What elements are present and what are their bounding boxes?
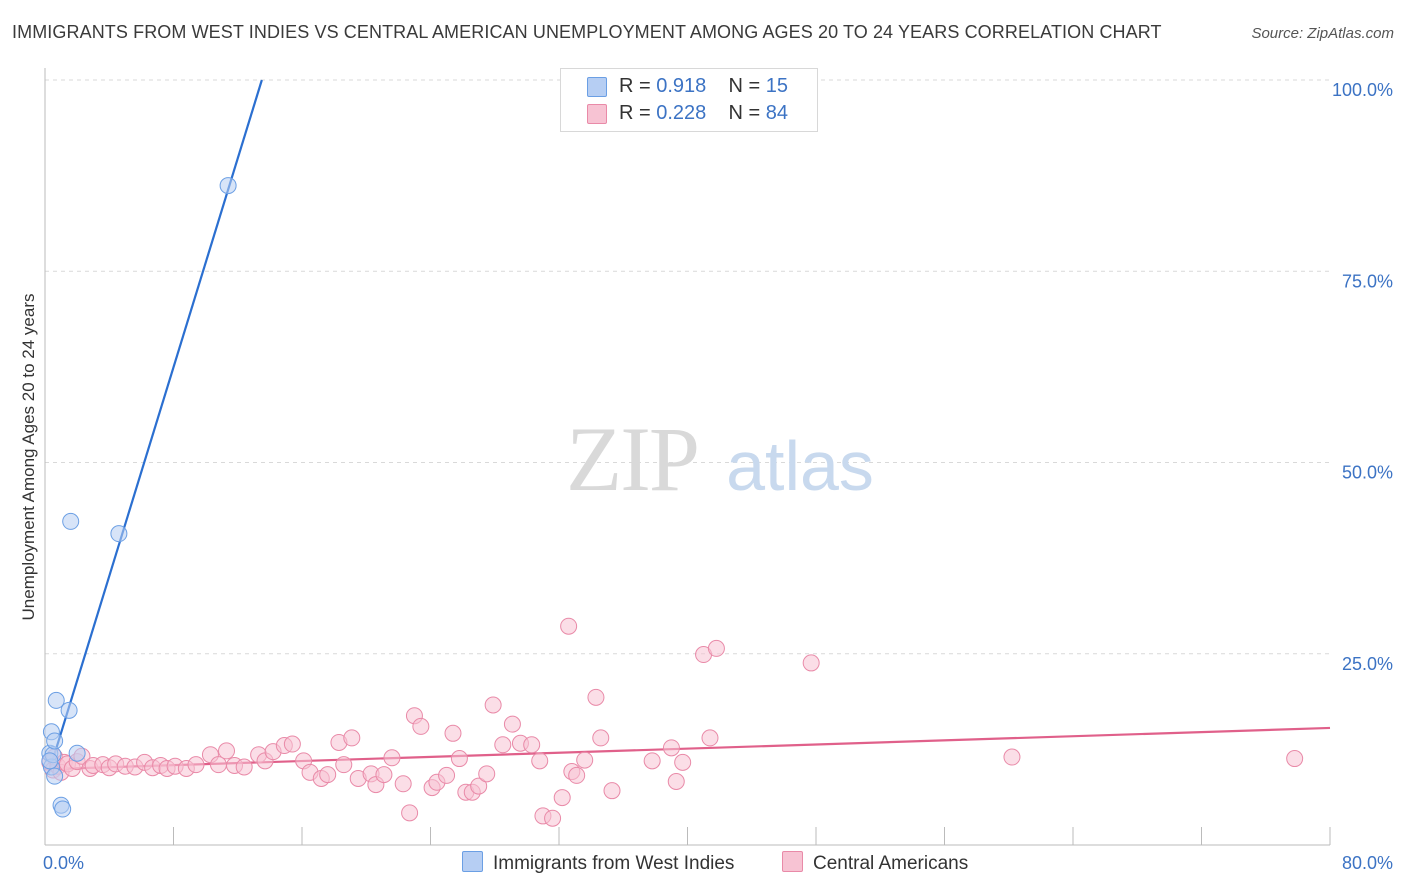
point-central-americans	[802, 654, 820, 672]
series-swatch-west-indies	[462, 851, 483, 872]
legend-n-label: N =	[728, 75, 761, 97]
legend-n-value: 84	[765, 102, 789, 124]
axes	[44, 68, 1331, 846]
point-west-indies	[110, 525, 128, 543]
point-central-americans	[444, 724, 462, 742]
point-central-americans	[343, 729, 361, 747]
y-axis-label: Unemployment Among Ages 20 to 24 years	[19, 293, 38, 621]
data-points	[41, 177, 1304, 827]
point-central-americans	[603, 782, 621, 800]
point-central-americans	[187, 756, 205, 774]
chart-source: Source: ZipAtlas.com	[1251, 25, 1394, 42]
point-central-americans	[643, 752, 661, 770]
gridlines	[45, 79, 1330, 655]
point-central-americans	[523, 736, 541, 754]
point-west-indies	[62, 512, 80, 530]
point-central-americans	[218, 742, 236, 760]
y-tick-label: 75.0%	[1342, 271, 1393, 291]
point-west-indies	[47, 691, 65, 709]
series-legend-west-indies: Immigrants from West Indies	[462, 851, 734, 875]
point-central-americans	[592, 729, 610, 747]
tick-labels: 25.0% 50.0% 75.0% 100.0% 0.0% 80.0%	[43, 80, 1393, 873]
point-central-americans	[544, 809, 562, 827]
series-swatch-central-americans	[782, 851, 803, 872]
correlation-legend: R = 0.918 N = 15 R = 0.228 N = 84	[560, 68, 818, 132]
point-west-indies	[41, 752, 59, 770]
point-central-americans	[568, 766, 586, 784]
point-central-americans	[503, 715, 521, 733]
watermark-zip: ZIP	[566, 408, 698, 510]
point-central-americans	[401, 804, 419, 822]
series-legend-central-americans: Central Americans	[782, 851, 968, 875]
point-west-indies	[68, 744, 86, 762]
point-central-americans	[394, 775, 412, 793]
point-central-americans	[1286, 750, 1304, 768]
point-west-indies	[60, 701, 78, 719]
point-central-americans	[235, 758, 253, 776]
point-central-americans	[450, 750, 468, 768]
y-tick-label: 25.0%	[1342, 654, 1393, 674]
point-central-americans	[412, 717, 430, 735]
point-central-americans	[531, 752, 549, 770]
point-central-americans	[674, 753, 692, 771]
point-central-americans	[576, 751, 594, 769]
legend-r-label: R =	[619, 102, 651, 124]
legend-swatch-central-americans	[587, 104, 607, 124]
trendline-west-indies	[47, 79, 263, 775]
point-central-americans	[375, 766, 393, 784]
point-central-americans	[701, 729, 719, 747]
chart-title: IMMIGRANTS FROM WEST INDIES VS CENTRAL A…	[12, 22, 1162, 42]
point-central-americans	[1003, 748, 1021, 766]
legend-r-value: 0.918	[656, 75, 707, 97]
legend-swatch-west-indies	[587, 77, 607, 97]
point-central-americans	[560, 617, 578, 635]
point-west-indies	[46, 732, 64, 750]
series-label-west-indies: Immigrants from West Indies	[493, 853, 735, 874]
legend-r-label: R =	[619, 75, 651, 97]
point-west-indies	[54, 800, 72, 818]
x-tick-label: 80.0%	[1342, 853, 1393, 873]
point-central-americans	[283, 735, 301, 753]
series-label-central-americans: Central Americans	[813, 853, 969, 874]
legend-r-value: 0.228	[656, 102, 707, 124]
point-central-americans	[707, 639, 725, 657]
point-central-americans	[662, 739, 680, 757]
legend-n-label: N =	[728, 102, 761, 124]
point-central-americans	[209, 756, 227, 774]
point-central-americans	[484, 696, 502, 714]
point-west-indies	[46, 767, 64, 785]
y-tick-label: 50.0%	[1342, 463, 1393, 483]
point-west-indies	[219, 177, 237, 195]
point-central-americans	[553, 789, 571, 807]
point-central-americans	[383, 749, 401, 767]
point-central-americans	[470, 777, 488, 795]
point-central-americans	[667, 773, 685, 791]
point-central-americans	[587, 688, 605, 706]
legend-n-value: 15	[765, 75, 789, 97]
y-tick-label: 100.0%	[1332, 80, 1393, 100]
point-central-americans	[438, 766, 456, 784]
x-tick-label: 0.0%	[43, 853, 84, 873]
point-central-americans	[335, 756, 353, 774]
point-central-americans	[478, 765, 496, 783]
watermark-atlas: atlas	[726, 427, 874, 505]
point-central-americans	[319, 766, 337, 784]
point-central-americans	[494, 736, 512, 754]
